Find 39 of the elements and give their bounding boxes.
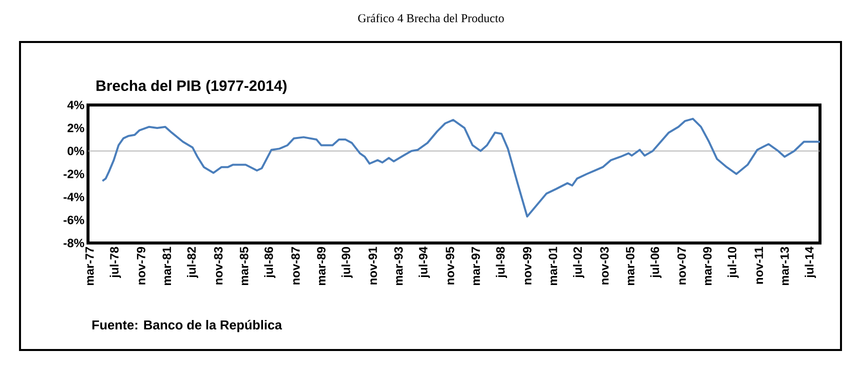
x-tick-label: mar-01 (548, 246, 558, 286)
x-tick-label: jul-98 (496, 246, 508, 278)
x-tick-label: nov-11 (754, 246, 764, 284)
chart-subtitle: Brecha del PIB (1977-2014) (96, 80, 287, 94)
x-tick-label: jul-82 (186, 246, 198, 278)
x-tick-label: nov-07 (677, 247, 686, 284)
x-tick-label: nov-83 (214, 246, 223, 284)
x-tick-label: nov-87 (291, 247, 300, 284)
x-tick-label: mar-85 (240, 246, 248, 286)
x-tick-label: mar-13 (780, 246, 789, 286)
y-tick-label: -2% (64, 170, 84, 178)
x-tick-label: jul-94 (418, 246, 430, 278)
x-tick-label: mar-81 (162, 246, 172, 286)
x-tick-label: jul-06 (650, 246, 662, 278)
y-tick-label: -8% (64, 238, 84, 248)
x-tick-label: mar-89 (317, 246, 326, 286)
x-tick-label: jul-10 (728, 247, 739, 278)
y-tick-label: -6% (64, 216, 84, 224)
x-tick-label: jul-90 (341, 247, 353, 278)
y-tick-label: 2% (68, 124, 84, 132)
x-tick-label: jul-02 (573, 246, 584, 278)
y-tick-label: 0% (68, 146, 84, 156)
x-tick-label: mar-05 (626, 246, 634, 286)
source-note: Fuente: Banco de la República (92, 320, 282, 332)
y-tick-label: 4% (67, 100, 84, 110)
x-tick-label: jul-14 (804, 246, 816, 278)
x-tick-label: nov-79 (136, 246, 146, 284)
x-tick-label: nov-03 (600, 246, 609, 284)
x-tick-label: nov-95 (446, 246, 454, 284)
x-tick-label: mar-97 (471, 247, 480, 286)
x-tick-label: mar-09 (703, 246, 712, 286)
x-tick-label: jul-86 (264, 246, 276, 278)
x-tick-label: nov-99 (522, 246, 532, 284)
chart-title: Gráfico 4 Brecha del Producto (358, 14, 504, 22)
x-tick-label: jul-78 (110, 246, 121, 278)
y-tick-label: -4% (64, 192, 84, 202)
x-tick-label: mar-93 (394, 246, 403, 286)
x-tick-label: nov-91 (368, 246, 378, 284)
x-tick-label: mar-77 (85, 247, 94, 286)
